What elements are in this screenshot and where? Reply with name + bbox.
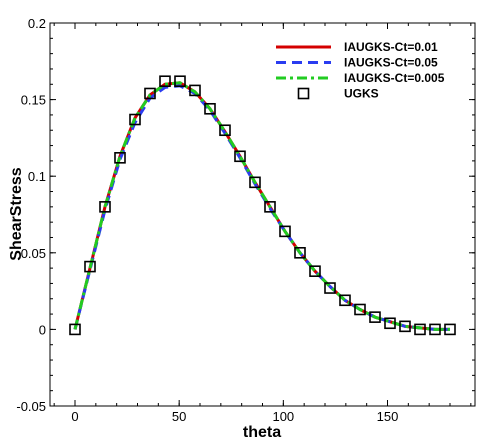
x-axis-title: theta (243, 424, 281, 441)
series-line-iaugks-ct-0-05 (73, 84, 450, 331)
series-lines (73, 81, 450, 331)
y-tick-label: 0 (39, 322, 46, 337)
series-line-iaugks-ct-0-01 (73, 81, 450, 331)
ugks-marker (369, 311, 381, 323)
x-tick-label: 0 (71, 409, 78, 424)
y-axis-title: ShearStress (8, 167, 25, 260)
x-tick-label: 100 (272, 409, 294, 424)
y-tick-label: 0.2 (28, 16, 46, 31)
x-tick-label: 50 (172, 409, 186, 424)
legend-label: UGKS (344, 87, 379, 101)
ugks-marker (249, 176, 261, 189)
ugks-marker (129, 113, 141, 126)
ugks-marker (234, 150, 246, 163)
series-markers (69, 75, 456, 336)
ugks-marker (354, 303, 366, 316)
y-tick-label: 0.05 (21, 246, 46, 261)
legend: IAUGKS-Ct=0.01 IAUGKS-Ct=0.05IAUGKS-Ct=0.… (276, 40, 445, 101)
ugks-marker (204, 102, 216, 115)
ugks-marker (339, 294, 351, 307)
ugks-marker (99, 201, 111, 213)
ugks-marker (399, 320, 411, 333)
ugks-marker (219, 124, 231, 137)
ugks-marker (429, 323, 441, 336)
ugks-marker (444, 323, 456, 336)
ugks-marker (414, 323, 426, 336)
ugks-marker (264, 201, 276, 213)
ugks-marker (279, 225, 291, 238)
ugks-marker (189, 84, 201, 97)
series-line-iaugks-ct-0-005 (73, 81, 450, 331)
x-axis-ticks: 0 50 100 150 (53, 23, 472, 424)
legend-label: IAUGKS-Ct=0.01 (344, 40, 438, 54)
ugks-marker (324, 282, 336, 294)
y-tick-label: 0.1 (28, 169, 46, 184)
legend-marker-ugks (297, 87, 310, 100)
ugks-marker (384, 317, 396, 330)
legend-label: IAUGKS-Ct=0.005 (344, 71, 445, 85)
legend-label: IAUGKS-Ct=0.05 (344, 56, 438, 70)
ugks-marker (144, 87, 156, 100)
ugks-marker (174, 75, 186, 88)
y-tick-label: -0.05 (16, 399, 46, 414)
ugks-marker (114, 152, 126, 164)
ugks-marker (84, 260, 96, 273)
ugks-marker (309, 265, 321, 277)
y-axis-ticks: -0.05 0 0.05 0.1 0.15 0.2 (16, 16, 475, 414)
x-tick-label: 150 (377, 409, 399, 424)
ugks-marker (294, 247, 306, 259)
ugks-marker (159, 75, 171, 88)
y-tick-label: 0.15 (21, 93, 46, 108)
ugks-marker (69, 323, 81, 336)
